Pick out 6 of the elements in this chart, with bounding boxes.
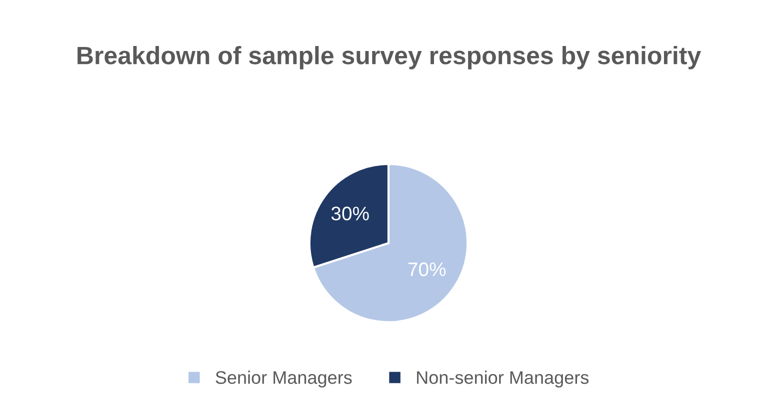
chart-title: Breakdown of sample survey responses by seniority [78, 46, 702, 70]
legend-label: Non-senior Managers [417, 370, 589, 388]
pie-slice [312, 162, 469, 324]
data-label: 70% [408, 262, 446, 276]
data-label: 30% [331, 206, 369, 220]
legend-label: Senior Managers [216, 370, 352, 388]
